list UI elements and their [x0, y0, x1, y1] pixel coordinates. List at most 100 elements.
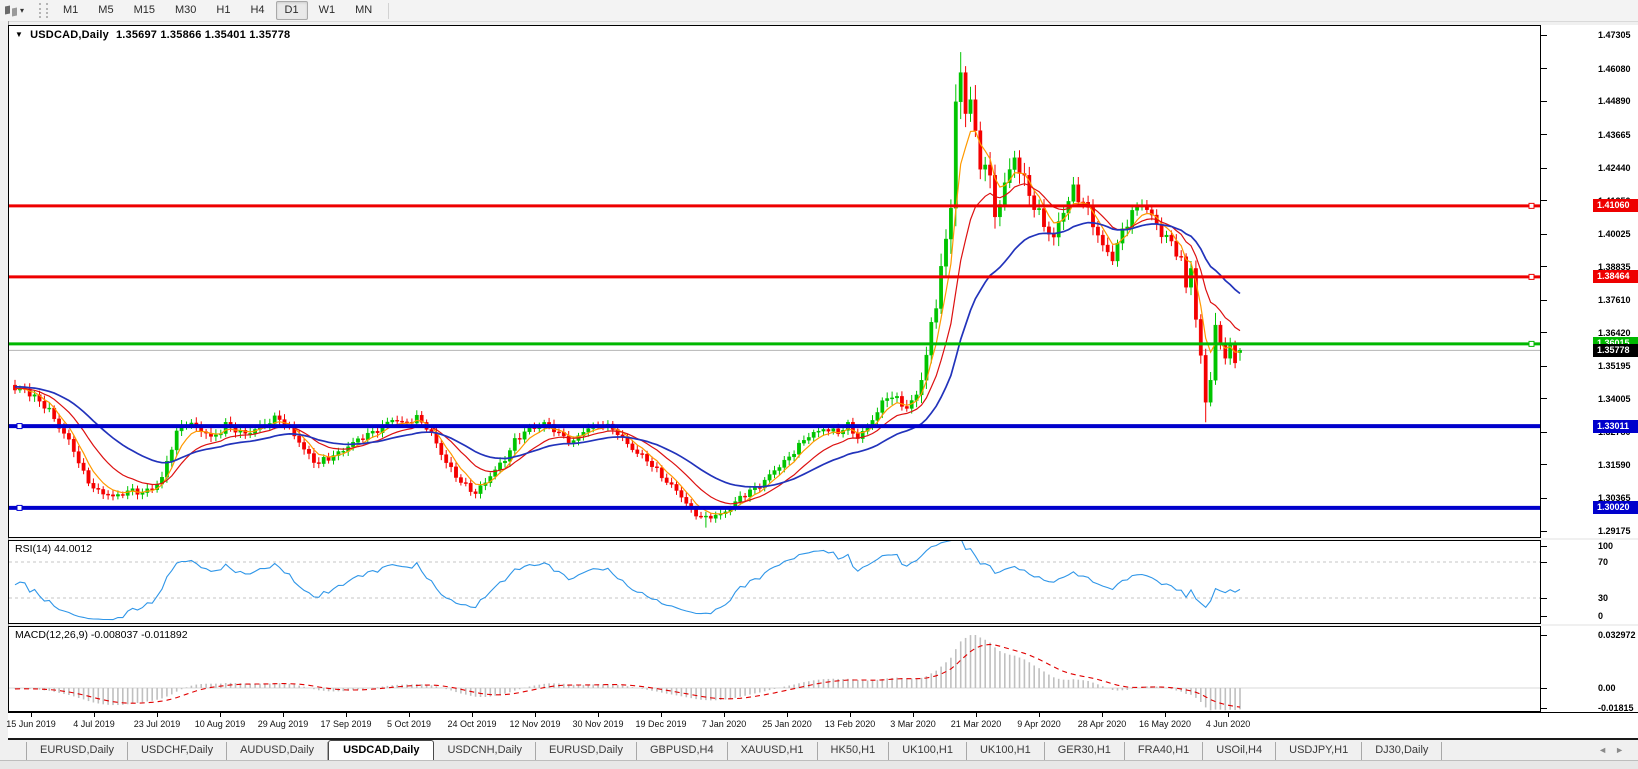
chart-tab-EURUSD-Daily[interactable]: EURUSD,Daily	[26, 742, 128, 760]
macd-label: MACD(12,26,9) -0.008037 -0.011892	[15, 629, 188, 641]
chart-tab-UK100-H1[interactable]: UK100,H1	[967, 742, 1045, 760]
candle-body	[1115, 242, 1120, 262]
toolbar-grip-handle[interactable]	[39, 3, 48, 18]
candle-body	[949, 208, 953, 240]
candle-body	[557, 431, 561, 434]
date-tick-mark	[409, 713, 410, 717]
candle-body	[86, 470, 91, 484]
chart-tab-EURUSD-Daily[interactable]: EURUSD,Daily	[536, 742, 637, 760]
chart-tab-AUDUSD-Daily[interactable]: AUDUSD,Daily	[227, 742, 329, 760]
rsi-axis: 100 70 30 0	[1541, 540, 1638, 624]
chart-tab-XAUUSD-H1[interactable]: XAUUSD,H1	[728, 742, 818, 760]
macd-pane[interactable]: MACD(12,26,9) -0.008037 -0.011892	[8, 626, 1541, 712]
price-marker-label: 1.35778	[1593, 343, 1638, 357]
candle-body	[973, 99, 978, 131]
axis-tick-mark	[1541, 615, 1547, 617]
chart-tab-FRA40-H1[interactable]: FRA40,H1	[1125, 742, 1204, 760]
line-handle[interactable]	[16, 504, 23, 511]
price-marker-label: 1.41060	[1593, 199, 1638, 213]
candlestick-chart[interactable]	[9, 26, 1540, 537]
candle-body	[1120, 228, 1125, 244]
date-label: 9 Apr 2020	[1017, 719, 1061, 729]
line-handle[interactable]	[1528, 202, 1535, 209]
rsi-pane[interactable]: RSI(14) 44.0012	[8, 540, 1541, 624]
chart-tab-USDJPY-H1[interactable]: USDJPY,H1	[1276, 742, 1363, 760]
chart-dropdown-icon[interactable]: ▼	[15, 30, 24, 39]
candle-body	[1208, 380, 1213, 403]
axis-tick-mark	[1541, 497, 1547, 499]
date-tick-mark	[598, 713, 599, 717]
chart-tab-GER30-H1[interactable]: GER30,H1	[1045, 742, 1125, 760]
candle-body	[895, 396, 899, 399]
macd-signal-line	[14, 643, 1241, 708]
candle-body	[1164, 234, 1169, 238]
ma-line-fast	[14, 130, 1241, 515]
candle-body	[336, 451, 341, 456]
candle-body	[478, 485, 483, 494]
chevron-down-icon[interactable]: ▾	[20, 6, 25, 15]
candle-body	[522, 431, 527, 440]
timeframe-button-W1[interactable]: W1	[318, 4, 336, 16]
candle-body	[821, 429, 826, 432]
chart-tab-UK100-H1[interactable]: UK100,H1	[889, 742, 967, 760]
date-label: 10 Aug 2019	[194, 719, 246, 729]
candle-body	[934, 308, 939, 323]
candle-body	[169, 449, 174, 462]
line-handle[interactable]	[1528, 273, 1535, 280]
main-chart-pane[interactable]: ▼ USDCAD,Daily 1.35697 1.35866 1.35401 1…	[8, 25, 1541, 538]
axis-tick-mark	[1541, 299, 1547, 301]
timeframe-button-H1[interactable]: H1	[216, 4, 231, 16]
chart-tab-HK50-H1[interactable]: HK50,H1	[818, 742, 890, 760]
chart-tab-DJ30-Daily[interactable]: DJ30,Daily	[1362, 742, 1443, 760]
timeframe-button-M1[interactable]: M1	[63, 4, 79, 16]
candle-body	[743, 495, 748, 498]
timeframe-button-D1[interactable]: D1	[275, 1, 308, 20]
tab-scroll-right-icon[interactable]: ►	[1615, 745, 1632, 755]
candle-body	[277, 415, 282, 420]
tab-scroll-left-icon[interactable]: ◄	[1598, 745, 1616, 755]
candle-body	[978, 130, 983, 170]
date-label: 24 Oct 2019	[447, 719, 497, 729]
rsi-line	[14, 541, 1241, 621]
line-handle[interactable]	[1528, 340, 1535, 347]
chart-tab-USOil-H4[interactable]: USOil,H4	[1203, 742, 1277, 760]
chart-tab-USDCHF-Daily[interactable]: USDCHF,Daily	[128, 742, 228, 760]
timeframe-button-M5[interactable]: M5	[98, 4, 114, 16]
date-label: 7 Jan 2020	[701, 719, 747, 729]
date-label: 29 Aug 2019	[257, 719, 309, 729]
date-label: 16 May 2020	[1138, 719, 1192, 729]
candle-body	[71, 439, 76, 452]
price-axis[interactable]: 1.473051.460801.448901.436651.424401.412…	[1541, 25, 1638, 538]
date-axis[interactable]: 15 Jun 2019 4 Jul 2019 23 Jul 2019 10 Aug 2…	[6, 712, 1638, 740]
candle-body	[900, 396, 904, 407]
line-handle[interactable]	[16, 423, 23, 430]
chart-tab-USDCNH-Daily[interactable]: USDCNH,Daily	[434, 742, 537, 760]
candle-body	[302, 442, 306, 450]
candle-body	[816, 430, 821, 433]
candle-body	[586, 428, 591, 433]
price-tick-label: 1.40025	[1598, 229, 1631, 240]
candle-body	[1095, 226, 1100, 236]
candle-body	[370, 430, 375, 434]
chart-tab-USDCAD-Daily[interactable]: USDCAD,Daily	[328, 740, 435, 761]
candle-body	[454, 466, 458, 478]
date-label: 25 Jan 2020	[762, 719, 812, 729]
chart-type-icon[interactable]: ▾	[3, 2, 33, 19]
axis-tick-mark	[1541, 634, 1547, 636]
candle-body	[679, 490, 684, 498]
macd-chart[interactable]	[9, 627, 1540, 711]
candle-body	[1051, 234, 1056, 238]
candle-body	[1032, 195, 1037, 210]
candle-body	[1228, 343, 1233, 359]
timeframe-button-M30[interactable]: M30	[174, 4, 197, 16]
axis-tick-mark	[1541, 68, 1547, 70]
date-label: 12 Nov 2019	[509, 719, 561, 729]
candle-body	[738, 495, 743, 502]
chart-tab-GBPUSD-H4[interactable]: GBPUSD,H4	[637, 742, 728, 760]
timeframe-button-H4[interactable]: H4	[250, 4, 265, 16]
rsi-chart[interactable]	[9, 541, 1540, 623]
timeframe-button-MN[interactable]: MN	[355, 4, 373, 16]
candle-body	[655, 466, 659, 469]
timeframe-button-M15[interactable]: M15	[133, 4, 155, 16]
candle-body	[91, 483, 96, 489]
